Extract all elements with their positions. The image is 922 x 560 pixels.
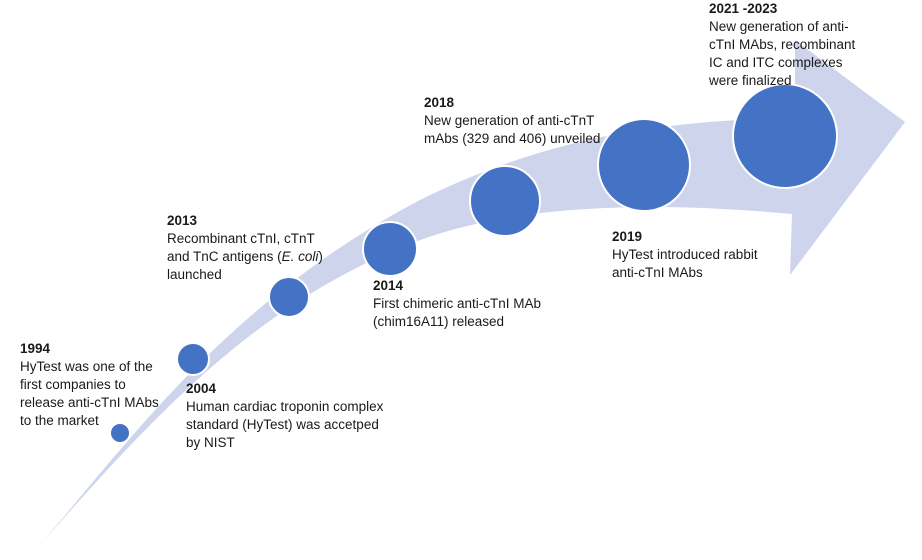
event-2019: 2019 HyTest introduced rabbit anti-cTnI … <box>612 228 782 282</box>
event-description-italic: E. coli <box>281 249 319 264</box>
event-year: 2013 <box>167 213 198 228</box>
milestone-1994 <box>109 422 131 444</box>
event-year: 2014 <box>373 278 404 293</box>
milestone-2004 <box>176 342 210 376</box>
event-2013: 2013 Recombinant cTnI, cTnT and TnC anti… <box>167 212 337 284</box>
event-description: First chimeric anti-cTnI MAb (chim16A11)… <box>373 296 542 329</box>
milestone-2013 <box>268 276 310 318</box>
milestone-2019 <box>597 118 691 212</box>
event-description-end: ) launched <box>167 249 323 282</box>
event-2004: 2004 Human cardiac troponin complex stan… <box>186 380 386 452</box>
event-description: HyTest introduced rabbit anti-cTnI MAbs <box>612 247 758 280</box>
event-2018: 2018 New generation of anti-cTnT mAbs (3… <box>424 94 604 148</box>
event-description: Human cardiac troponin complex standard … <box>186 399 384 450</box>
event-2021-2023: 2021 -2023 New generation of anti-cTnI M… <box>709 0 869 90</box>
milestone-2014 <box>362 221 418 277</box>
event-year: 2018 <box>424 95 455 110</box>
event-description: HyTest was one of the first companies to… <box>20 359 159 428</box>
event-description-start: Recombinant cTnI, cTnT and TnC antigens … <box>167 231 315 264</box>
milestone-2018 <box>469 165 541 237</box>
event-year: 2021 -2023 <box>709 1 778 16</box>
milestone-2021-2023 <box>732 83 838 189</box>
event-1994: 1994 HyTest was one of the first compani… <box>20 340 170 430</box>
event-description: New generation of anti-cTnI MAbs, recomb… <box>709 19 856 88</box>
event-2014: 2014 First chimeric anti-cTnI MAb (chim1… <box>373 277 563 331</box>
event-year: 2019 <box>612 229 643 244</box>
event-description: Recombinant cTnI, cTnT and TnC antigens … <box>167 230 337 284</box>
event-year: 2004 <box>186 381 217 396</box>
event-description: New generation of anti-cTnT mAbs (329 an… <box>424 113 601 146</box>
event-year: 1994 <box>20 341 51 356</box>
